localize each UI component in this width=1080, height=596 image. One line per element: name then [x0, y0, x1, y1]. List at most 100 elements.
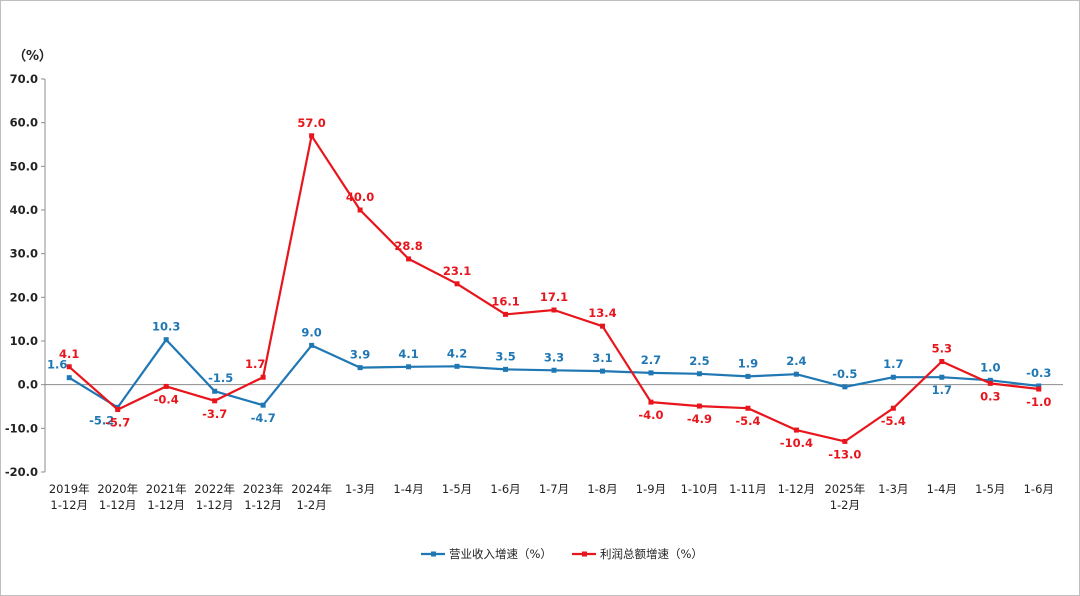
y-tick-label: 40.0	[10, 203, 38, 217]
data-label: 28.8	[394, 239, 422, 253]
x-tick-label: 2019年	[49, 482, 90, 496]
data-label: -0.4	[154, 392, 179, 406]
y-tick-label: 60.0	[10, 116, 38, 130]
data-label: 2.4	[786, 354, 806, 368]
data-point	[115, 407, 121, 413]
data-point	[357, 207, 363, 213]
data-point	[793, 371, 799, 377]
data-label: 10.3	[152, 320, 180, 334]
data-label: -10.4	[780, 436, 813, 450]
data-label: 17.1	[540, 290, 568, 304]
data-label: 5.3	[932, 342, 952, 356]
x-tick-label: 1-6月	[490, 482, 520, 496]
data-point	[1036, 383, 1042, 389]
legend-label: 营业收入增速（%）	[449, 547, 552, 561]
data-point	[648, 399, 654, 405]
data-label: 4.1	[398, 347, 418, 361]
series-line-1	[68, 134, 1039, 443]
x-tick-label: 2023年	[243, 482, 284, 496]
data-label: 1.7	[932, 383, 952, 397]
data-point	[163, 383, 169, 389]
x-tick-label: 1-8月	[587, 482, 617, 496]
data-point	[842, 384, 848, 390]
legend-label: 利润总额增速（%）	[600, 547, 703, 561]
x-tick-label: 2022年	[194, 482, 235, 496]
data-point	[406, 256, 412, 262]
x-tick-label: 1-12月	[778, 482, 816, 496]
data-label: 13.4	[588, 306, 616, 320]
x-tick-label: 2024年	[291, 482, 332, 496]
data-label: 3.5	[495, 349, 515, 363]
data-point	[648, 370, 654, 376]
data-point	[696, 403, 702, 409]
x-tick-label: 2020年	[97, 482, 138, 496]
data-point	[163, 337, 169, 343]
x-tick-label: 1-3月	[345, 482, 375, 496]
data-point	[890, 374, 896, 380]
data-point	[454, 281, 460, 287]
data-point	[212, 388, 218, 394]
data-point	[66, 364, 72, 370]
legend-swatch-marker	[431, 551, 436, 557]
data-label: -4.9	[687, 412, 712, 426]
y-tick-label: -20.0	[5, 465, 38, 479]
data-point	[454, 363, 460, 369]
data-point	[309, 342, 315, 348]
data-label: 0.3	[980, 389, 1000, 403]
data-label: -1.0	[1026, 395, 1051, 409]
data-label: -5.2	[89, 413, 114, 427]
data-label: -5.7	[105, 416, 130, 430]
data-label: 3.9	[350, 348, 370, 362]
data-point	[939, 359, 945, 365]
x-tick-label: 1-6月	[1024, 482, 1054, 496]
y-axis-unit: （%）	[13, 49, 53, 64]
y-tick-label: 20.0	[10, 290, 38, 304]
data-label: 1.9	[738, 356, 758, 370]
data-label: 23.1	[443, 264, 471, 278]
data-label: 1.7	[883, 357, 903, 371]
y-tick-label: 50.0	[10, 159, 38, 173]
data-label: 1.6	[47, 358, 67, 372]
x-tick-label: 1-12月	[244, 498, 282, 512]
y-tick-label: 30.0	[10, 247, 38, 261]
x-tick-label: 1-2月	[296, 498, 326, 512]
data-label: 3.3	[544, 350, 564, 364]
data-label: -0.5	[832, 367, 857, 381]
data-point	[842, 438, 848, 444]
data-point	[309, 133, 315, 139]
data-label: 2.5	[689, 354, 709, 368]
data-label: 1.7	[245, 357, 265, 371]
x-tick-label: 1-4月	[393, 482, 423, 496]
x-tick-label: 1-7月	[539, 482, 569, 496]
y-tick-label: -10.0	[5, 421, 38, 435]
x-tick-label: 1-12月	[50, 498, 88, 512]
data-point	[1036, 386, 1042, 392]
data-point	[66, 375, 72, 381]
data-point	[987, 380, 993, 386]
y-tick-label: 70.0	[10, 72, 38, 86]
data-point	[599, 368, 605, 374]
data-label: -13.0	[828, 447, 861, 461]
data-point	[939, 374, 945, 380]
x-tick-label: 1-4月	[927, 482, 957, 496]
data-point	[551, 307, 557, 313]
data-label: -4.0	[638, 408, 663, 422]
x-tick-label: 1-12月	[99, 498, 137, 512]
data-point	[551, 367, 557, 373]
x-tick-label: 1-3月	[878, 482, 908, 496]
data-point	[987, 377, 993, 383]
data-label: 3.1	[592, 351, 612, 365]
x-tick-label: 1-12月	[147, 498, 185, 512]
data-point	[503, 311, 509, 317]
data-point	[212, 398, 218, 404]
data-label: 2.7	[641, 353, 661, 367]
data-point	[890, 405, 896, 411]
x-tick-label: 1-9月	[636, 482, 666, 496]
y-tick-label: 10.0	[10, 334, 38, 348]
data-point	[260, 374, 266, 380]
data-point	[696, 371, 702, 377]
data-label: 40.0	[346, 190, 374, 204]
data-point	[745, 405, 751, 411]
